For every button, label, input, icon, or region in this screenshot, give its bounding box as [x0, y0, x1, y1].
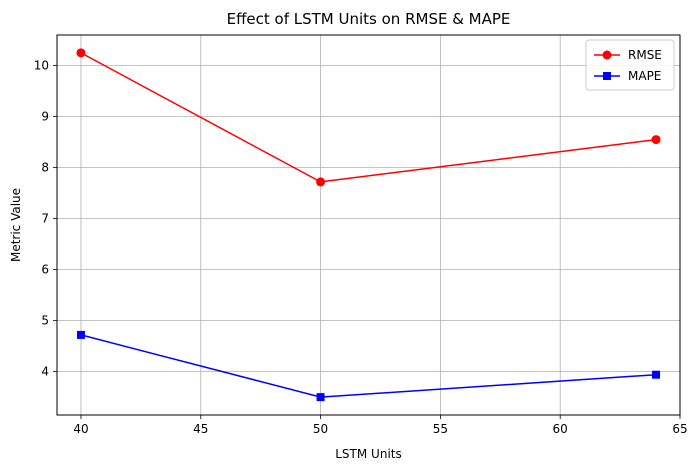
y-tick-label: 8 — [41, 161, 49, 175]
x-tick-label: 55 — [433, 422, 448, 436]
x-tick-label: 50 — [313, 422, 328, 436]
x-tick-label: 40 — [73, 422, 88, 436]
rmse-point — [316, 177, 326, 187]
x-axis-label: LSTM Units — [335, 447, 401, 461]
y-tick-label: 4 — [41, 365, 49, 379]
legend-rmse-marker — [602, 50, 612, 60]
plot-frame — [56, 34, 681, 416]
grid — [57, 35, 681, 415]
mape-line — [80, 334, 657, 398]
y-axis-label: Metric Value — [9, 188, 23, 262]
y-tick-label: 5 — [41, 314, 49, 328]
x-tick-label: 65 — [672, 422, 687, 436]
mape-point — [316, 393, 325, 402]
x-tick-label: 45 — [193, 422, 208, 436]
y-tick-label: 9 — [41, 110, 49, 124]
y-tick-label: 10 — [34, 59, 49, 73]
legend-mape-marker — [603, 72, 611, 80]
mape-point — [652, 370, 661, 379]
legend: RMSE MAPE — [585, 39, 675, 91]
mape-point — [76, 330, 85, 339]
rmse-point — [651, 135, 661, 145]
chart-title: Effect of LSTM Units on RMSE & MAPE — [227, 10, 511, 28]
rmse-point — [76, 48, 86, 58]
x-tick-label: 60 — [553, 422, 568, 436]
rmse-line — [80, 52, 657, 183]
legend-mape-label: MAPE — [628, 69, 661, 83]
y-tick-label: 7 — [41, 212, 49, 226]
y-tick-label: 6 — [41, 263, 49, 277]
series-layer — [76, 48, 661, 402]
legend-rmse-label: RMSE — [628, 48, 662, 62]
